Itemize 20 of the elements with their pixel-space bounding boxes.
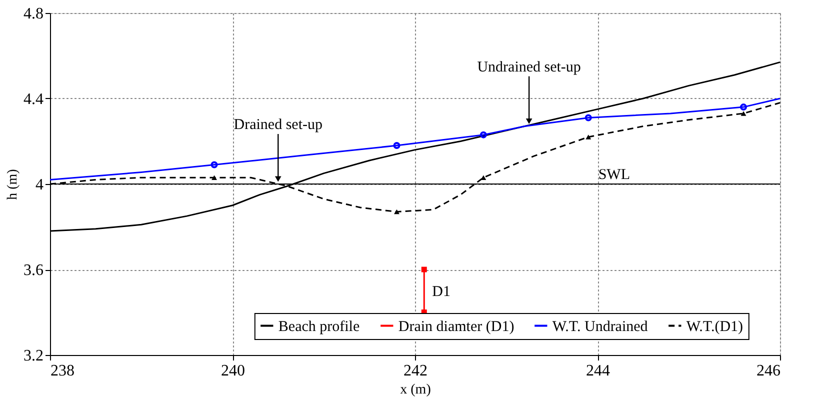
legend-label: W.T.(D1)	[686, 318, 744, 335]
y-tick-label: 4.4	[24, 91, 44, 108]
x-tick-label: 242	[404, 362, 428, 380]
ref-line-label: SWL	[598, 167, 630, 183]
y-tick-label: 4	[36, 176, 44, 194]
legend-label: Beach profile	[278, 318, 360, 335]
legend-label: Drain diamter (D1)	[398, 318, 514, 335]
y-axis-title: h (m)	[6, 168, 20, 200]
annotation: Undrained set-up	[477, 59, 581, 76]
y-tick-label: 3.6	[24, 262, 44, 279]
x-tick-label: 240	[221, 362, 245, 380]
x-axis-title: x (m)	[400, 382, 432, 398]
y-tick-label: 3.2	[24, 348, 44, 364]
y-tick-label: 4.8	[24, 6, 44, 22]
x-tick-label: 244	[586, 362, 610, 380]
x-tick-label: 246	[756, 362, 780, 380]
annotation: Drained set-up	[234, 117, 322, 133]
x-tick-label: 238	[50, 362, 74, 380]
legend-label: W.T. Undrained	[552, 318, 648, 335]
annotation: D1	[432, 284, 450, 300]
